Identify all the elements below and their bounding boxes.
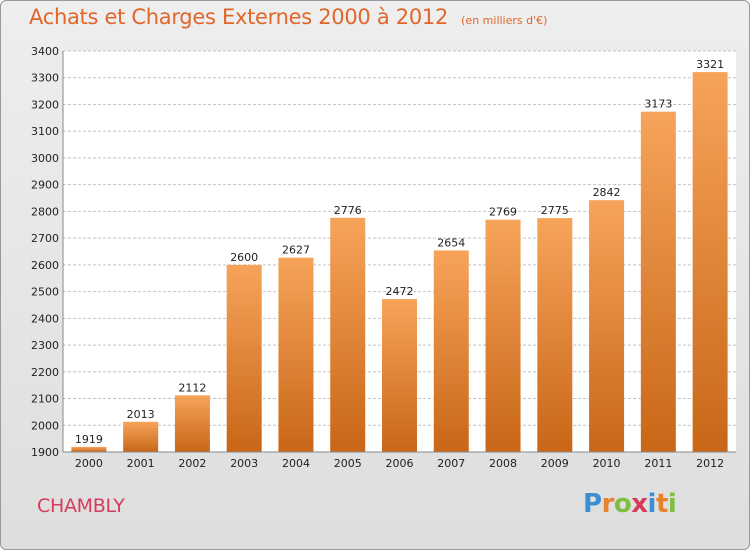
value-labels: 1919 2013 2112 2600 2627 2776 2472 2654 2769 2775… (75, 58, 724, 446)
value-label: 2842 (593, 186, 621, 199)
y-tick-label: 3100 (31, 125, 59, 138)
x-tick-label: 2002 (178, 457, 206, 470)
y-tick-label: 2400 (31, 312, 59, 325)
y-tick-labels: 1900 2000 2100 2200 2300 2400 2500 2600 2700 2800… (31, 45, 59, 459)
bar-2006 (382, 299, 417, 452)
y-tick-label: 2100 (31, 393, 59, 406)
value-label: 2013 (127, 408, 155, 421)
logo-letter: i (667, 489, 677, 519)
y-tick-label: 3000 (31, 152, 59, 165)
bar-2003 (226, 264, 262, 452)
title-row: Achats et Charges Externes 2000 à 2012 (… (29, 5, 547, 29)
value-label: 3173 (644, 98, 672, 111)
x-tick-labels: 2000 2001 2002 2003 2004 2005 2006 2007 2008 2009… (75, 457, 724, 470)
value-label: 2769 (489, 206, 517, 219)
chart-title: Achats et Charges Externes 2000 à 2012 (29, 5, 449, 29)
bar-2001 (123, 421, 159, 452)
y-tick-label: 1900 (31, 446, 59, 459)
bar-2004 (278, 257, 314, 452)
y-tick-label: 2200 (31, 366, 59, 379)
x-tick-label: 2007 (437, 457, 465, 470)
value-label: 3321 (696, 58, 724, 71)
bars (71, 72, 728, 453)
y-tick-label: 3300 (31, 72, 59, 85)
bar-2008 (485, 219, 521, 452)
x-tick-label: 2003 (230, 457, 258, 470)
y-tick-label: 2600 (31, 259, 59, 272)
logo-letter: P (583, 489, 602, 519)
y-tick-label: 2500 (31, 286, 59, 299)
x-tick-label: 2011 (644, 457, 672, 470)
value-label: 2627 (282, 244, 310, 257)
value-label: 2654 (437, 236, 465, 249)
bar-2010 (589, 200, 625, 452)
y-tick-label: 2800 (31, 205, 59, 218)
x-tick-label: 2008 (489, 457, 517, 470)
value-label: 2600 (230, 251, 258, 264)
bar-2011 (640, 111, 676, 453)
bar-2009 (537, 218, 573, 452)
chart-subtitle: (en milliers d'€) (461, 14, 548, 27)
logo-letter: x (631, 489, 648, 519)
value-label: 2776 (334, 204, 362, 217)
x-tick-label: 2006 (386, 457, 414, 470)
logo-letter: r (601, 489, 615, 519)
value-label: 2775 (541, 204, 569, 217)
y-tick-label: 2000 (31, 419, 59, 432)
y-tick-label: 2300 (31, 339, 59, 352)
proxiti-logo[interactable]: Proxiti (583, 489, 677, 519)
logo-letter: o (613, 489, 632, 519)
value-label: 2472 (386, 285, 414, 298)
bar-2005 (330, 217, 366, 452)
value-label: 2112 (178, 381, 206, 394)
x-tick-label: 2012 (696, 457, 724, 470)
logo-letter: i (647, 489, 657, 519)
y-tick-label: 3200 (31, 98, 59, 111)
bar-2012 (692, 72, 728, 453)
x-tick-label: 2000 (75, 457, 103, 470)
y-tick-label: 3400 (31, 45, 59, 58)
x-tick-label: 2004 (282, 457, 310, 470)
value-label: 1919 (75, 433, 103, 446)
y-tick-label: 2700 (31, 232, 59, 245)
bar-2002 (174, 395, 210, 452)
x-tick-label: 2009 (541, 457, 569, 470)
y-tick-label: 2900 (31, 179, 59, 192)
logo-letter: t (655, 489, 668, 519)
bar-2000 (71, 446, 107, 452)
commune-name: CHAMBLY (37, 495, 125, 517)
x-tick-label: 2010 (593, 457, 621, 470)
x-tick-label: 2001 (127, 457, 155, 470)
x-tick-label: 2005 (334, 457, 362, 470)
bar-2007 (433, 250, 469, 452)
